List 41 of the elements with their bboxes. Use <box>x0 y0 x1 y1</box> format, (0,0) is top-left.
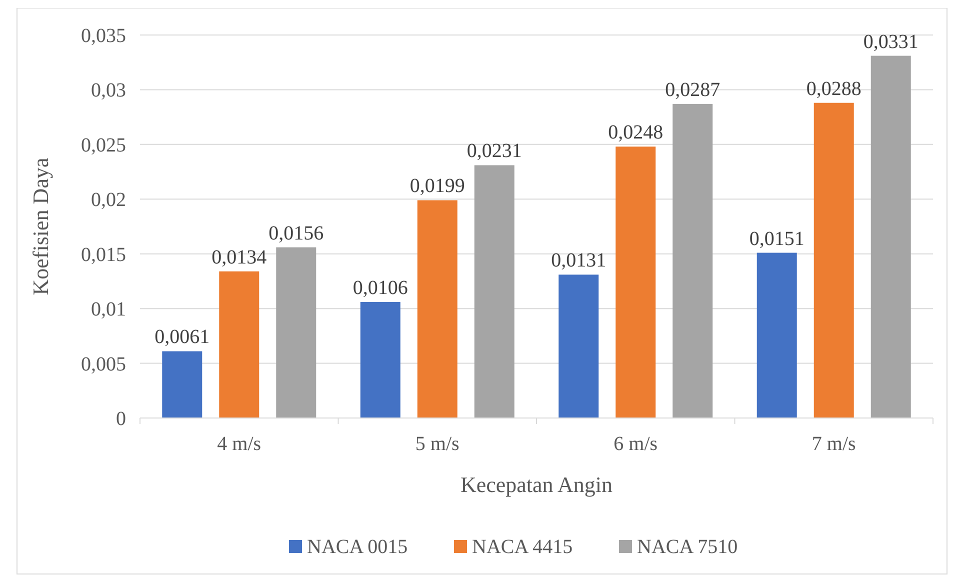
data-label: 0,0106 <box>352 277 408 300</box>
x-axis-title: Kecepatan Angin <box>460 472 613 497</box>
bar <box>417 200 458 418</box>
data-label: 0,0134 <box>212 246 267 268</box>
data-label: 0,0287 <box>665 78 720 101</box>
bar <box>162 351 202 418</box>
x-tick-label: 4 m/s <box>217 433 262 455</box>
bar <box>219 271 260 418</box>
data-label: 0,0288 <box>806 78 862 100</box>
data-label: 0,0248 <box>608 122 664 144</box>
y-tick-label: 0,03 <box>91 80 126 102</box>
bar <box>474 165 514 418</box>
legend-label: NACA 7510 <box>637 536 738 558</box>
bar <box>558 274 599 418</box>
data-label: 0,0156 <box>268 222 324 244</box>
bar <box>616 146 656 418</box>
data-label: 0,0331 <box>863 30 918 53</box>
x-tick-label: 6 m/s <box>614 433 658 455</box>
y-axis-title: Koefisien Daya <box>28 158 53 296</box>
data-label: 0,0131 <box>551 250 606 272</box>
bar <box>672 104 713 418</box>
bar <box>756 252 797 418</box>
y-tick-label: 0,025 <box>81 134 126 156</box>
y-tick-label: 0,005 <box>81 353 126 376</box>
bar <box>870 56 911 418</box>
bar <box>276 247 316 418</box>
y-tick-label: 0 <box>116 408 126 430</box>
bar <box>360 302 400 418</box>
y-tick-label: 0,035 <box>81 25 126 47</box>
x-tick-label: 5 m/s <box>415 433 460 455</box>
y-tick-label: 0,015 <box>81 244 126 266</box>
legend-label: NACA 4415 <box>472 536 573 558</box>
y-tick-label: 0,02 <box>91 189 126 212</box>
data-label: 0,0199 <box>410 175 465 198</box>
data-label: 0,0151 <box>749 228 804 250</box>
x-tick-label: 7 m/s <box>812 433 856 455</box>
bar <box>814 102 854 418</box>
data-label: 0,0061 <box>154 326 210 348</box>
y-tick-label: 0,01 <box>91 298 126 321</box>
legend-label: NACA 0015 <box>307 536 408 558</box>
data-label: 0,0231 <box>466 140 522 162</box>
